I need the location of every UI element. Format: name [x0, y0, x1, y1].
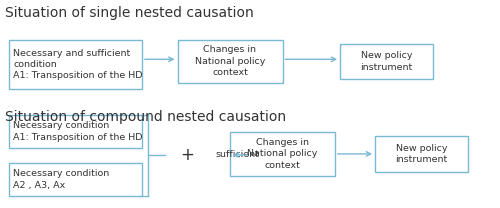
FancyBboxPatch shape	[9, 115, 141, 148]
Text: New policy: New policy	[360, 51, 412, 60]
Text: National policy: National policy	[248, 149, 318, 158]
Text: Changes in: Changes in	[204, 45, 256, 54]
Text: condition: condition	[13, 60, 57, 69]
Text: New policy: New policy	[396, 144, 447, 153]
Text: A1: Transposition of the HD: A1: Transposition of the HD	[13, 71, 142, 80]
Text: A1: Transposition of the HD: A1: Transposition of the HD	[13, 133, 142, 142]
FancyBboxPatch shape	[178, 40, 282, 83]
FancyBboxPatch shape	[9, 163, 141, 196]
FancyBboxPatch shape	[230, 132, 335, 176]
Text: context: context	[264, 161, 300, 170]
Text: Changes in: Changes in	[256, 138, 309, 147]
Text: Necessary condition: Necessary condition	[13, 121, 109, 130]
Text: context: context	[212, 68, 248, 77]
FancyBboxPatch shape	[375, 136, 468, 172]
Text: +: +	[180, 146, 194, 164]
Text: Necessary and sufficient: Necessary and sufficient	[13, 48, 130, 58]
Text: Situation of single nested causation: Situation of single nested causation	[5, 6, 254, 20]
Text: National policy: National policy	[195, 57, 265, 66]
Text: A2 , A3, Ax: A2 , A3, Ax	[13, 181, 65, 190]
Text: Necessary condition: Necessary condition	[13, 169, 109, 178]
Text: instrument: instrument	[360, 63, 412, 72]
Text: instrument: instrument	[395, 155, 448, 164]
Text: Situation of compound nested causation: Situation of compound nested causation	[5, 110, 286, 124]
FancyBboxPatch shape	[340, 44, 432, 79]
Text: sufficient: sufficient	[215, 150, 259, 160]
FancyBboxPatch shape	[9, 40, 141, 89]
